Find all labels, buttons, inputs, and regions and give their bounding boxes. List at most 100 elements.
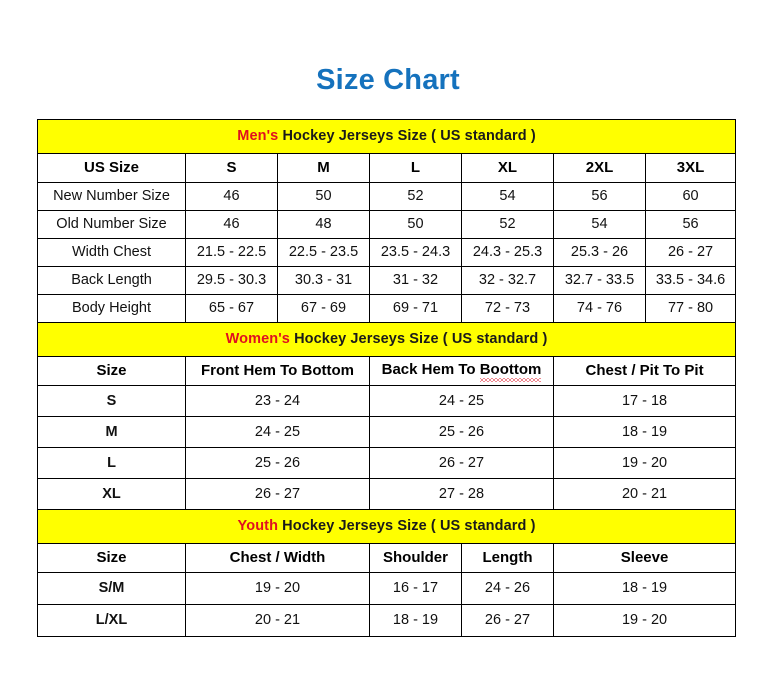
- cell: 50: [277, 182, 370, 211]
- womens-banner-rest: Hockey Jerseys Size ( US standard ): [289, 331, 548, 348]
- row-label: L/XL: [37, 604, 186, 637]
- table-row: L/XL 20 - 21 18 - 19 26 - 27 19 - 20: [37, 604, 737, 637]
- mens-banner-row: Men's Hockey Jerseys Size ( US standard …: [36, 119, 737, 154]
- youth-header-row: Size Chest / Width Shoulder Length Sleev…: [37, 543, 737, 573]
- cell: 26 - 27: [369, 447, 554, 479]
- youth-col-header: Size: [37, 543, 186, 573]
- cell: 21.5 - 22.5: [185, 238, 278, 267]
- row-label: M: [37, 416, 186, 448]
- cell: 65 - 67: [185, 294, 278, 323]
- cell: 32.7 - 33.5: [553, 266, 646, 295]
- cell: 18 - 19: [369, 604, 462, 637]
- cell: 46: [185, 210, 278, 239]
- youth-banner-accent: Youth: [237, 518, 279, 535]
- cell: 24.3 - 25.3: [461, 238, 554, 267]
- mens-col-header: XL: [461, 153, 554, 183]
- womens-col-header: Size: [37, 356, 186, 386]
- row-label: New Number Size: [37, 182, 186, 211]
- row-label: XL: [37, 478, 186, 510]
- table-row: Old Number Size 46 48 50 52 54 56: [37, 210, 737, 239]
- mens-col-header: US Size: [37, 153, 186, 183]
- cell: 24 - 26: [461, 572, 554, 605]
- mens-col-header: 2XL: [553, 153, 646, 183]
- cell: 48: [277, 210, 370, 239]
- youth-col-header: Chest / Width: [185, 543, 370, 573]
- mens-header-row: US Size S M L XL 2XL 3XL: [37, 153, 737, 183]
- row-label: S: [37, 385, 186, 417]
- table-row: New Number Size 46 50 52 54 56 60: [37, 182, 737, 211]
- cell: 29.5 - 30.3: [185, 266, 278, 295]
- page-title: Size Chart: [316, 64, 460, 96]
- cell: 20 - 21: [185, 604, 370, 637]
- row-label: Width Chest: [37, 238, 186, 267]
- cell: 77 - 80: [644, 294, 737, 323]
- cell: 16 - 17: [369, 572, 462, 605]
- youth-section-banner: Youth Hockey Jerseys Size ( US standard …: [36, 509, 737, 544]
- table-row: Width Chest 21.5 - 22.5 22.5 - 23.5 23.5…: [37, 238, 737, 267]
- womens-col-header: Back Hem To Boottom: [369, 356, 554, 386]
- mens-section-banner: Men's Hockey Jerseys Size ( US standard …: [36, 119, 737, 154]
- cell: 26 - 27: [185, 478, 370, 510]
- cell: 52: [461, 210, 554, 239]
- row-label: Body Height: [37, 294, 186, 323]
- womens-banner-row: Women's Hockey Jerseys Size ( US standar…: [36, 322, 737, 357]
- cell: 56: [644, 210, 737, 239]
- youth-banner-rest: Hockey Jerseys Size ( US standard ): [278, 518, 536, 535]
- mens-banner-rest: Hockey Jerseys Size ( US standard ): [278, 128, 536, 145]
- row-label: S/M: [37, 572, 186, 605]
- row-label: L: [37, 447, 186, 479]
- cell: 25.3 - 26: [553, 238, 646, 267]
- youth-col-header: Sleeve: [552, 543, 737, 573]
- table-row: M 24 - 25 25 - 26 18 - 19: [37, 416, 737, 448]
- table-row: XL 26 - 27 27 - 28 20 - 21: [37, 478, 737, 510]
- mens-col-header: 3XL: [644, 153, 737, 183]
- cell: 19 - 20: [552, 447, 737, 479]
- cell: 22.5 - 23.5: [277, 238, 370, 267]
- cell: 20 - 21: [552, 478, 737, 510]
- cell: 23.5 - 24.3: [369, 238, 462, 267]
- cell: 30.3 - 31: [277, 266, 370, 295]
- womens-col-header: Chest / Pit To Pit: [552, 356, 737, 386]
- cell: 54: [553, 210, 646, 239]
- cell: 25 - 26: [369, 416, 554, 448]
- cell: 67 - 69: [277, 294, 370, 323]
- table-row: S/M 19 - 20 16 - 17 24 - 26 18 - 19: [37, 572, 737, 605]
- womens-section-banner: Women's Hockey Jerseys Size ( US standar…: [36, 322, 737, 357]
- mens-col-header: L: [369, 153, 462, 183]
- cell: 52: [369, 182, 462, 211]
- womens-col-header: Front Hem To Bottom: [185, 356, 370, 386]
- cell: 24 - 25: [185, 416, 370, 448]
- womens-col-header-prefix: Back Hem To: [381, 361, 480, 379]
- cell: 46: [185, 182, 278, 211]
- size-chart-tables: Men's Hockey Jerseys Size ( US standard …: [36, 119, 737, 637]
- cell: 31 - 32: [369, 266, 462, 295]
- womens-col-header-misspelled: Boottom: [479, 361, 541, 382]
- size-chart-table: Men's Hockey Jerseys Size ( US standard …: [36, 119, 737, 637]
- womens-banner-accent: Women's: [225, 331, 290, 348]
- cell: 27 - 28: [369, 478, 554, 510]
- cell: 26 - 27: [461, 604, 554, 637]
- cell: 33.5 - 34.6: [644, 266, 737, 295]
- table-row: L 25 - 26 26 - 27 19 - 20: [37, 447, 737, 479]
- cell: 69 - 71: [369, 294, 462, 323]
- cell: 50: [369, 210, 462, 239]
- cell: 18 - 19: [552, 416, 737, 448]
- cell: 19 - 20: [185, 572, 370, 605]
- cell: 26 - 27: [644, 238, 737, 267]
- mens-banner-accent: Men's: [237, 128, 279, 145]
- cell: 60: [644, 182, 737, 211]
- cell: 17 - 18: [552, 385, 737, 417]
- cell: 24 - 25: [369, 385, 554, 417]
- cell: 19 - 20: [552, 604, 737, 637]
- cell: 23 - 24: [185, 385, 370, 417]
- cell: 25 - 26: [185, 447, 370, 479]
- cell: 54: [461, 182, 554, 211]
- womens-header-row: Size Front Hem To Bottom Back Hem To Boo…: [37, 356, 737, 386]
- mens-col-header: M: [277, 153, 370, 183]
- cell: 56: [553, 182, 646, 211]
- row-label: Old Number Size: [37, 210, 186, 239]
- cell: 18 - 19: [552, 572, 737, 605]
- table-row: S 23 - 24 24 - 25 17 - 18: [37, 385, 737, 417]
- mens-col-header: S: [185, 153, 278, 183]
